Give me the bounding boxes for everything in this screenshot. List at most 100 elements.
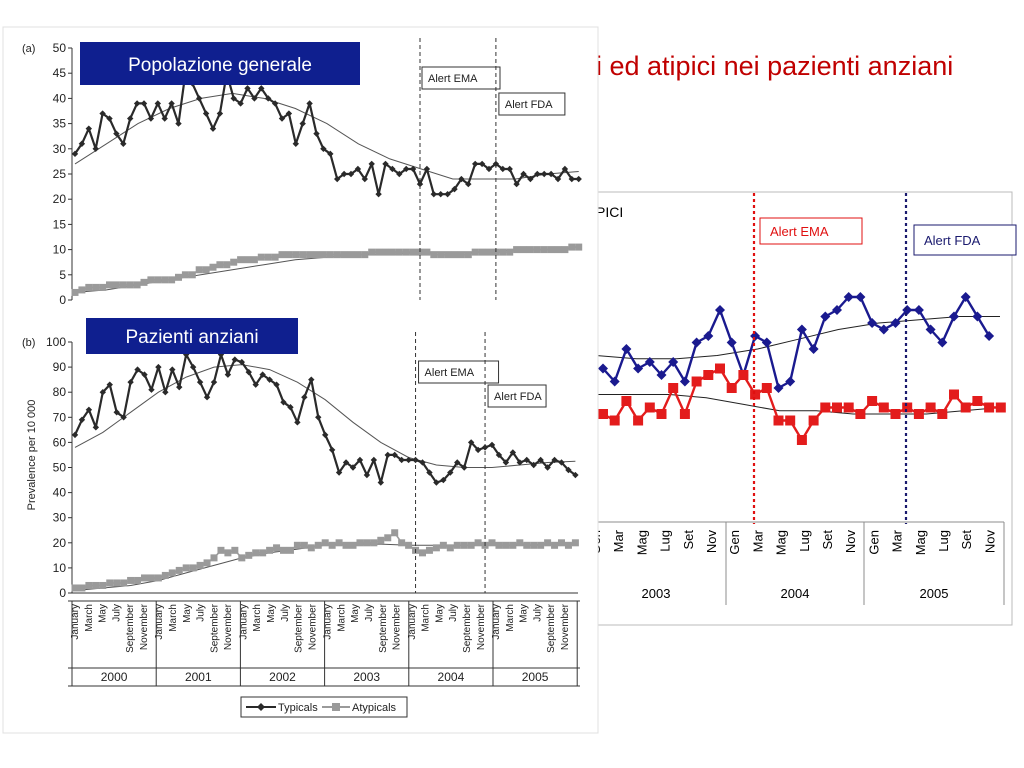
legend-typicals-label: Typicals <box>278 702 318 714</box>
chart-c-month-label: Lug <box>658 530 673 552</box>
chart-c-month-label: Lug <box>797 530 812 552</box>
month-label: July <box>280 604 291 622</box>
panel-b-typicals-point-42 <box>363 471 371 479</box>
panel-b-typicals-point-61 <box>495 451 503 459</box>
panel-b-typicals-point-20 <box>210 378 218 386</box>
panel-a-atypicals-point-67 <box>533 246 541 254</box>
chart-c-year-label-2005: 2005 <box>920 586 949 601</box>
panel-b-atypicals-point-32 <box>293 541 301 549</box>
panel-a-atypicals-point-26 <box>250 256 258 264</box>
month-label: March <box>505 604 516 632</box>
panel-b-atypicals-point-9 <box>134 576 142 584</box>
panel-b-typicals-point-9 <box>134 366 141 373</box>
panel-a-atypicals-point-21 <box>216 261 224 269</box>
panel-b-atypicals-point-42 <box>363 539 371 547</box>
month-label: May <box>350 604 361 623</box>
chart-c-blue-point-11 <box>726 337 737 348</box>
panel-b-typicals-point-51 <box>426 469 433 476</box>
panel-b-typicals-point-27 <box>259 371 266 378</box>
panel-a-atypicals-point-46 <box>388 248 396 256</box>
panel-a-atypicals-point-36 <box>319 251 327 259</box>
panel-a-typicals-point-58 <box>472 160 479 168</box>
panel-a-typicals-point-55 <box>451 185 458 193</box>
chart-c-blue-point-0 <box>598 363 608 374</box>
month-label: November <box>392 603 403 650</box>
panel-b-typicals-point-1 <box>78 416 86 424</box>
panel-a: (a) 0 5 10 15 20 25 30 35 40 45 50 Alert EMA Alert … <box>22 38 583 307</box>
chart-c-blue-point-18 <box>808 344 819 354</box>
panel-a-typicals-point-42 <box>361 175 368 183</box>
panel-b-atypicals-point-67 <box>537 541 545 549</box>
slide-title: i ed atipici nei pazienti anziani <box>596 51 953 81</box>
month-label: July <box>448 604 459 622</box>
panel-a-atypicals-point-40 <box>347 251 355 259</box>
panel-a-typicals-point-2 <box>85 125 92 132</box>
panel-a-typicals-point-35 <box>313 130 320 137</box>
panel-a-atypicals-point-50 <box>416 248 424 256</box>
panel-b-typicals-point-60 <box>488 441 496 449</box>
chart-c-red-point-3 <box>633 415 644 426</box>
panel-a-typicals-point-15 <box>175 120 182 127</box>
panel-b-typicals-point-55 <box>454 459 461 466</box>
month-label: November <box>476 603 487 650</box>
panel-b-y-tick-label: 70 <box>53 410 67 424</box>
panel-b-atypicals-point-37 <box>328 541 336 549</box>
banner-popolazione-generale: Popolazione generale <box>80 42 360 85</box>
panel-a-typicals-point-66 <box>527 175 534 183</box>
chart-c-red-point-0 <box>598 409 608 419</box>
panel-a-typicals-point-14 <box>168 100 175 107</box>
chart-c-year-label-2004: 2004 <box>781 586 810 601</box>
panel-a-atypicals-point-33 <box>299 251 307 259</box>
panel-b-typicals-point-38 <box>335 469 343 476</box>
panel-a-typicals-point-12 <box>154 100 161 107</box>
chart-c-month-label: Mar <box>750 529 765 552</box>
panel-b-typicals-point-13 <box>162 389 169 396</box>
panel-b-atypicals-point-8 <box>127 576 135 584</box>
panel-b-atypicals-point-5 <box>106 579 114 587</box>
panel-b-typicals-point-4 <box>99 389 106 396</box>
chart-c-red-point-18 <box>808 415 819 426</box>
chart-c-blue-point-16 <box>785 376 796 387</box>
panel-a-trend-line <box>74 92 579 180</box>
panel-a-atypicals-point-28 <box>264 253 272 261</box>
panel-b-atypicals-point-27 <box>259 549 267 557</box>
banner-pazienti-anziani-text: Pazienti anziani <box>125 327 258 348</box>
panel-a-atypicals-point-15 <box>175 273 182 281</box>
month-label: May <box>519 604 530 623</box>
chart-c-red-point-21 <box>843 402 854 413</box>
panel-b-atypicals-point-69 <box>551 541 559 549</box>
panel-a-atypicals-point-3 <box>92 283 100 291</box>
chart-c-blue-point-17 <box>796 324 807 335</box>
panel-b-typicals-point-35 <box>315 414 322 421</box>
month-label: May <box>266 604 277 623</box>
panel-a-typicals-point-8 <box>127 115 134 122</box>
chart-c-red-point-5 <box>656 409 667 419</box>
panel-a-typicals-point-47 <box>396 170 403 178</box>
panel-b-typicals-point-0 <box>71 431 79 439</box>
panel-b-atypicals-point-55 <box>453 541 461 549</box>
chart-c-blue-line <box>602 295 991 390</box>
panel-a-atypicals-point-0 <box>71 288 79 296</box>
panel-b-atypicals-point-46 <box>391 529 399 537</box>
panel-a-atypicals-point-61 <box>492 248 500 256</box>
panel-b-typicals-point-50 <box>419 459 426 466</box>
panel-b-atypicals-point-38 <box>335 539 343 547</box>
panel-b-alert-box <box>487 384 547 408</box>
month-label: May <box>434 604 445 623</box>
panel-b-label: (b) <box>22 337 35 349</box>
panel-a-atypicals-point-25 <box>244 256 251 264</box>
panel-a-atypicals-point-58 <box>471 248 479 256</box>
panel-b-typicals-point-24 <box>238 358 245 366</box>
panel-b-typicals-point-30 <box>280 399 287 406</box>
panel-b-typicals-point-47 <box>398 456 405 464</box>
chart-c-red-point-24 <box>878 402 889 413</box>
panel-b-atypicals-point-7 <box>120 579 128 587</box>
panel-b-typicals-point-58 <box>474 446 482 454</box>
chart-c-alert-box <box>759 217 863 245</box>
panel-b-atypicals-point-54 <box>446 544 454 552</box>
panel-b-typicals-point-56 <box>461 464 468 471</box>
year-label-2001: 2001 <box>185 670 212 684</box>
panel-a-atypicals-point-20 <box>209 263 217 271</box>
panel-a-typicals-point-51 <box>423 165 431 173</box>
panel-b-atypicals-point-63 <box>509 541 517 549</box>
